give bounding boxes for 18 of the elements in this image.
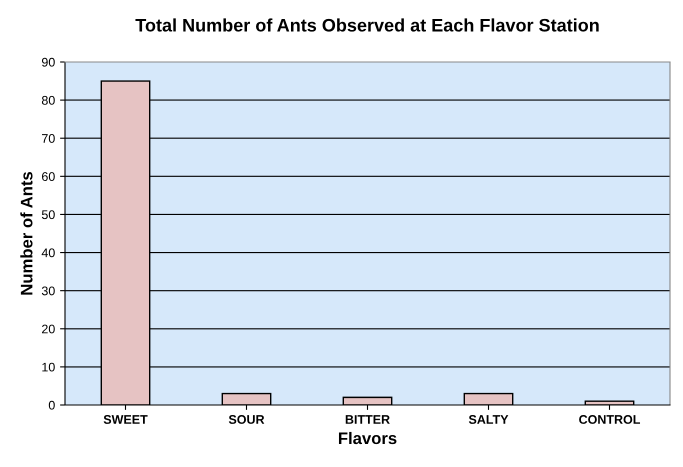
x-tick-label: SALTY: [468, 415, 508, 424]
y-tick-label: 30: [42, 286, 55, 296]
x-tick-label: BITTER: [346, 415, 390, 424]
y-tick-label: 50: [42, 210, 55, 220]
chart-title: Total Number of Ants Observed at Each Flavor Station: [135, 18, 599, 32]
y-tick-label: 70: [42, 134, 55, 143]
x-tick-label: CONTROL: [579, 415, 640, 424]
y-tick-label: 80: [42, 96, 55, 105]
x-axis-title: Flavors: [338, 432, 396, 444]
y-tick-label: 60: [42, 172, 55, 181]
y-tick-label: 10: [42, 362, 55, 372]
y-tick-label: 90: [42, 58, 55, 67]
x-tick-label: SOUR: [228, 415, 264, 424]
y-tick-label: 40: [42, 248, 55, 258]
y-tick-label: 0: [48, 400, 55, 410]
x-tick-label: SWEET: [104, 415, 148, 424]
y-tick-label: 20: [42, 324, 55, 334]
y-axis-title: Number of Ants: [20, 172, 33, 295]
